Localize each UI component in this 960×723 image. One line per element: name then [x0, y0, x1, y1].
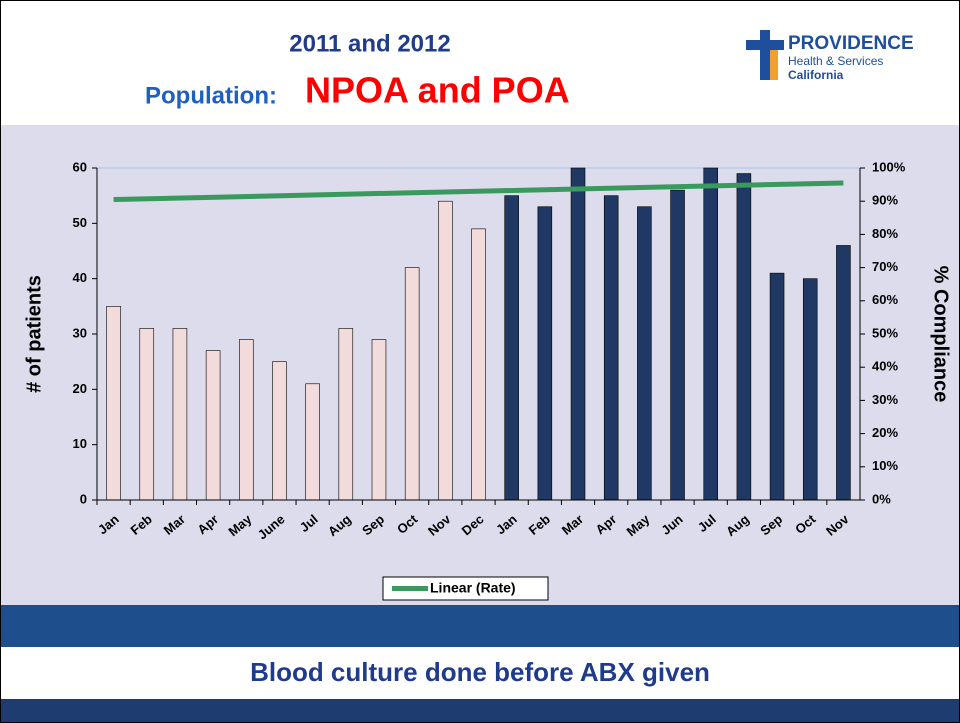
y2-tick-label: 100% [872, 159, 906, 174]
bar [106, 306, 121, 501]
y-tick-label: 60 [73, 159, 87, 174]
legend: Linear (Rate) [382, 576, 549, 601]
bar [172, 328, 188, 501]
bar [570, 167, 586, 501]
subtitle-value: NPOA and POA [305, 70, 570, 111]
y-tick-label: 30 [73, 325, 87, 340]
y2-tick-label: 50% [872, 325, 898, 340]
bar [836, 245, 851, 501]
bar [438, 200, 453, 501]
bar [637, 206, 652, 501]
logo-cross [746, 40, 784, 50]
y2-tick-label: 80% [872, 226, 898, 241]
y2-axis-title: % Compliance [930, 266, 952, 403]
bar [404, 267, 420, 501]
bar [802, 278, 818, 501]
y-tick-label: 50 [73, 215, 87, 230]
bottom-band [0, 699, 960, 723]
bar [769, 272, 785, 501]
bar [504, 195, 519, 501]
logo-line: California [788, 68, 844, 82]
y-tick-label: 10 [73, 436, 87, 451]
title: 2011 and 2012 [289, 30, 450, 57]
bar [471, 228, 486, 501]
logo-cross [760, 30, 770, 80]
legend-label: Linear (Rate) [430, 580, 516, 596]
bar [305, 383, 320, 501]
bar [338, 328, 354, 501]
bar [670, 189, 685, 501]
logo-line: Health & Services [788, 54, 883, 68]
bar [239, 339, 254, 501]
legend-box [382, 576, 549, 601]
y2-tick-label: 10% [872, 458, 898, 473]
y-tick-label: 0 [80, 491, 87, 506]
bar [703, 167, 718, 501]
bar [603, 195, 619, 501]
y2-tick-label: 40% [872, 359, 898, 374]
bar [537, 206, 553, 501]
subtitle-label: Population: [145, 82, 277, 109]
footer-bg [0, 647, 960, 699]
footer-text: Blood culture done before ABX given [250, 657, 710, 687]
y2-tick-label: 60% [872, 292, 898, 307]
y-tick-label: 20 [73, 381, 87, 396]
y-tick-label: 40 [73, 270, 87, 285]
logo-name: PROVIDENCE [788, 33, 914, 54]
y-axis-title: # of patients [23, 275, 45, 393]
bar [371, 339, 387, 501]
bar [736, 173, 752, 501]
y2-tick-label: 90% [872, 193, 898, 208]
y2-tick-label: 20% [872, 425, 898, 440]
bar [272, 361, 287, 501]
band [0, 605, 960, 647]
logo-cross [770, 50, 778, 80]
bar [205, 350, 221, 501]
y2-tick-label: 70% [872, 259, 898, 274]
y2-tick-label: 30% [872, 392, 898, 407]
bar [139, 328, 155, 501]
trendline [113, 180, 844, 203]
y2-tick-label: 0% [872, 491, 891, 506]
logo: PROVIDENCE Health & Services California [746, 30, 914, 82]
